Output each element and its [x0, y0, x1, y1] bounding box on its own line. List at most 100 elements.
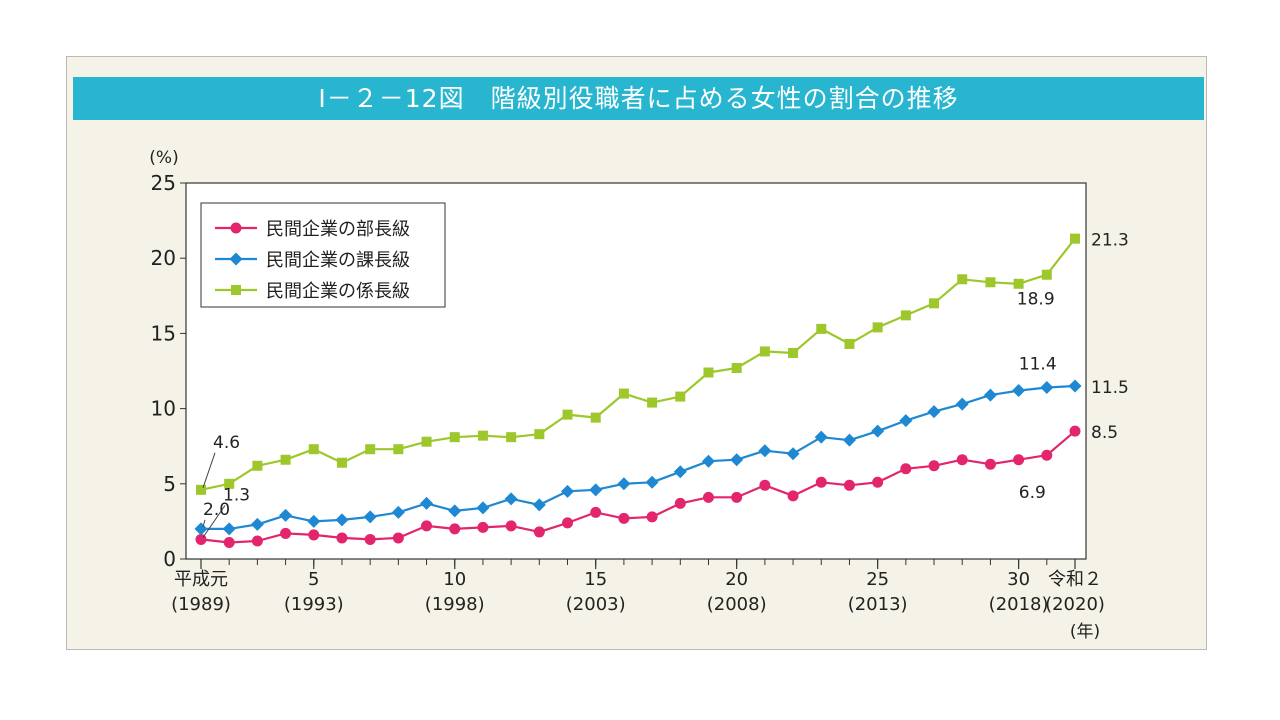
data-point — [1068, 379, 1082, 393]
data-point — [759, 346, 770, 357]
data-point — [1040, 381, 1054, 395]
x-tick-sublabel: (2013) — [848, 594, 908, 615]
data-point — [730, 453, 744, 467]
data-point — [279, 508, 293, 522]
series-1 — [194, 379, 1082, 536]
x-tick-sublabel: (1993) — [284, 594, 344, 615]
data-point — [224, 478, 235, 489]
data-label: 6.9 — [1019, 483, 1046, 503]
data-label: 2.0 — [203, 500, 230, 520]
data-point — [929, 298, 940, 309]
data-point — [336, 457, 347, 468]
data-point — [222, 522, 236, 536]
x-tick-label: 20 — [725, 569, 748, 590]
legend-item-1: 民間企業の課長級 — [215, 250, 410, 271]
data-point — [983, 388, 997, 402]
x-tick-label: 令和２ — [1048, 569, 1102, 590]
x-tick-sublabel: (2020) — [1045, 594, 1105, 615]
legend-marker — [230, 222, 242, 234]
data-point — [562, 409, 573, 420]
series-0 — [195, 425, 1081, 548]
data-label-leader — [202, 519, 206, 528]
y-tick-label: 10 — [151, 397, 176, 421]
data-point — [927, 405, 941, 419]
data-point — [842, 433, 856, 447]
legend-label: 民間企業の係長級 — [266, 281, 410, 302]
series-2 — [196, 233, 1080, 495]
data-point — [1041, 449, 1053, 461]
data-label: 18.9 — [1017, 290, 1055, 310]
data-point — [364, 533, 376, 545]
data-point — [534, 429, 545, 440]
x-tick-label: 10 — [443, 569, 466, 590]
data-point — [844, 338, 855, 349]
data-point — [590, 506, 602, 518]
x-tick-sublabel: (2018) — [989, 594, 1049, 615]
data-point — [421, 436, 432, 447]
data-point — [957, 274, 968, 285]
data-point — [308, 444, 319, 455]
x-axis: 平成元 (1989) 5 (1993) 10 (1998) 15 (2003) 20 (2008)… — [171, 559, 1105, 615]
data-point — [476, 501, 490, 515]
data-point — [223, 536, 235, 548]
data-point — [759, 479, 771, 491]
data-point — [703, 367, 714, 378]
y-tick-label: 15 — [151, 321, 176, 345]
data-point — [899, 414, 913, 428]
data-label: 1.3 — [223, 485, 250, 505]
data-point — [701, 454, 715, 468]
x-tick-label: 平成元 — [174, 569, 228, 590]
data-point — [280, 527, 292, 539]
legend-item-0: 民間企業の部長級 — [215, 219, 410, 240]
data-label-leader — [202, 452, 216, 488]
data-point — [250, 517, 264, 531]
data-point — [506, 432, 517, 443]
data-point — [1070, 233, 1080, 244]
data-point — [814, 430, 828, 444]
data-label: 4.6 — [213, 433, 240, 453]
data-point — [900, 310, 911, 321]
x-axis-unit: (年) — [1070, 622, 1100, 642]
data-point — [561, 484, 575, 498]
data-point — [280, 454, 291, 465]
data-point — [1013, 454, 1025, 466]
data-point — [872, 476, 884, 488]
y-tick-label: 20 — [151, 246, 176, 270]
data-point — [673, 465, 687, 479]
data-point — [335, 513, 349, 527]
data-point — [618, 512, 630, 524]
x-tick-label: 5 — [308, 569, 319, 590]
data-point — [307, 514, 321, 528]
data-point — [363, 510, 377, 524]
legend-label: 民間企業の部長級 — [266, 219, 410, 240]
data-point — [532, 498, 546, 512]
x-tick-label: 15 — [584, 569, 607, 590]
legend-label: 民間企業の課長級 — [266, 250, 410, 271]
data-point — [928, 460, 940, 472]
legend-marker — [229, 252, 243, 266]
data-point — [477, 521, 489, 533]
data-point — [731, 491, 743, 503]
data-point — [1069, 425, 1081, 437]
data-point — [449, 432, 460, 443]
data-point — [194, 522, 208, 536]
y-axis-unit: (%) — [149, 148, 178, 168]
data-point — [786, 447, 800, 461]
data-point — [675, 391, 686, 402]
figure-title: Ⅰ－２－12図 階級別役職者に占める女性の割合の推移 — [73, 77, 1204, 120]
x-tick-sublabel: (2008) — [707, 594, 767, 615]
data-point — [391, 505, 405, 519]
data-point — [618, 388, 629, 399]
data-point — [590, 412, 601, 423]
x-tick-label: 30 — [1007, 569, 1030, 590]
data-point — [533, 526, 545, 538]
data-point — [308, 529, 320, 541]
x-tick-sublabel: (1998) — [425, 594, 485, 615]
data-label: 11.5 — [1091, 378, 1129, 398]
y-tick-label: 5 — [163, 472, 176, 496]
data-point — [816, 323, 827, 334]
data-point — [871, 424, 885, 438]
data-point — [365, 444, 376, 455]
y-axis: 0 5 10 15 20 25 — [151, 171, 186, 571]
